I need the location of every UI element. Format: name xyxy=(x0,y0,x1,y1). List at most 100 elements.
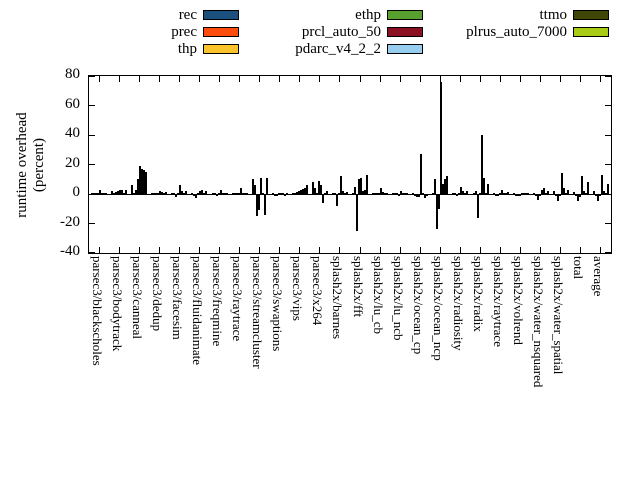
legend-swatch-ethp xyxy=(387,10,423,20)
bar-rec-parsec3/canneal xyxy=(131,185,134,194)
bar-rec-parsec3/fluidanimate xyxy=(191,192,194,195)
x-tick-bottom xyxy=(500,247,502,253)
bar-rec-splash2x/ocean_ncp xyxy=(432,192,435,195)
x-tick-bottom xyxy=(299,247,301,253)
x-tick-top xyxy=(459,76,461,82)
legend-label: prcl_auto_50 xyxy=(301,24,381,40)
bar-pdarc_v4_2_2-parsec3/bodytrack xyxy=(121,190,124,194)
bar-ethp-splash2x/radiosity xyxy=(458,192,461,195)
bar-ethp-splash2x/radix xyxy=(478,192,481,195)
x-category-label: parsec3/canneal xyxy=(129,256,145,340)
bar-thp-total xyxy=(576,194,579,202)
x-tick-bottom xyxy=(138,247,140,253)
bar-thp-parsec3/facesim xyxy=(175,194,178,197)
y-tick-right xyxy=(605,134,611,136)
x-category-label: splash2x/water_nsquared xyxy=(531,256,547,388)
bar-ethp-splash2x/ocean_cp xyxy=(418,194,421,197)
bar-pdarc_v4_2_2-splash2x/water_nsquared xyxy=(542,188,545,194)
y-tick-label: -20 xyxy=(60,213,80,230)
bar-plrus_auto_7000-parsec3/vips xyxy=(305,185,308,194)
y-tick-left xyxy=(89,223,95,224)
bar-pdarc_v4_2_2-parsec3/raytrace xyxy=(241,192,244,195)
y-tick-label: -40 xyxy=(60,243,80,259)
x-tick-bottom xyxy=(560,247,562,253)
bar-ethp-splash2x/raytrace xyxy=(498,192,501,195)
bar-rec-splash2x/fft xyxy=(352,192,355,195)
x-tick-top xyxy=(198,76,200,82)
bar-plrus_auto_7000-total xyxy=(586,182,589,194)
bar-thp-splash2x/volrend xyxy=(516,194,519,196)
bar-thp-parsec3/vips xyxy=(295,191,298,194)
legend-item-ttmo: ttmo xyxy=(373,8,609,23)
legend-item-prcl_auto_50: prcl_auto_50 xyxy=(187,24,423,40)
bar-prec-splash2x/barnes xyxy=(333,192,336,195)
bar-ttmo-splash2x/radix xyxy=(484,192,487,195)
bar-pdarc_v4_2_2-parsec3/streamcluster xyxy=(261,192,264,195)
bar-ttmo-parsec3/freqmine xyxy=(223,192,226,195)
legend-swatch-ttmo xyxy=(573,10,609,20)
x-category-label: splash2x/radiosity xyxy=(450,256,466,351)
bar-ttmo-splash2x/fft xyxy=(364,189,367,194)
bar-ethp-average xyxy=(598,194,601,196)
bar-prec-parsec3/freqmine xyxy=(213,192,216,195)
x-category-label: splash2x/barnes xyxy=(330,256,346,340)
y-tick-label: 40 xyxy=(65,125,80,141)
y-tick-left xyxy=(89,76,95,77)
bar-prec-splash2x/radiosity xyxy=(454,192,457,195)
bar-pdarc_v4_2_2-parsec3/swaptions xyxy=(281,192,284,195)
bar-pdarc_v4_2_2-splash2x/lu_ncb xyxy=(402,192,405,195)
bar-plrus_auto_7000-splash2x/radiosity xyxy=(466,191,469,194)
bar-pdarc_v4_2_2-parsec3/blackscholes xyxy=(101,192,104,195)
bar-pdarc_v4_2_2-splash2x/fft xyxy=(362,191,365,194)
legend-swatch-thp xyxy=(203,44,239,54)
bar-prec-splash2x/ocean_ncp xyxy=(434,179,437,194)
bar-rec-splash2x/water_spatial xyxy=(552,191,555,194)
x-tick-top xyxy=(178,76,180,82)
bar-ethp-splash2x/lu_ncb xyxy=(398,194,401,196)
bar-prcl_auto_50-splash2x/barnes xyxy=(339,176,342,194)
bar-thp-splash2x/barnes xyxy=(335,194,338,206)
bar-plrus_auto_7000-splash2x/water_nsquared xyxy=(546,191,549,194)
bar-prcl_auto_50-parsec3/bodytrack xyxy=(119,190,122,194)
bar-rec-splash2x/volrend xyxy=(512,192,515,195)
bar-plrus_auto_7000-parsec3/swaptions xyxy=(285,192,288,195)
bar-ttmo-splash2x/lu_ncb xyxy=(404,192,407,195)
bar-plrus_auto_7000-splash2x/ocean_ncp xyxy=(446,176,449,194)
bar-rec-average xyxy=(592,191,595,194)
bar-ethp-splash2x/ocean_ncp xyxy=(438,194,441,209)
bar-ttmo-parsec3/x264 xyxy=(323,192,326,195)
x-category-label: splash2x/volrend xyxy=(511,256,527,345)
x-tick-bottom xyxy=(339,247,341,253)
bar-pdarc_v4_2_2-splash2x/radix xyxy=(482,177,485,194)
y-tick-right xyxy=(605,252,611,253)
bar-thp-splash2x/water_nsquared xyxy=(536,194,539,200)
legend-item-prec: prec xyxy=(3,25,239,40)
bar-prec-parsec3/raytrace xyxy=(233,192,236,195)
legend-item-plrus_auto_7000: plrus_auto_7000 xyxy=(373,25,609,40)
bar-pdarc_v4_2_2-splash2x/radiosity xyxy=(462,191,465,194)
x-tick-top xyxy=(339,76,341,82)
bar-prcl_auto_50-splash2x/radiosity xyxy=(460,186,463,194)
zero-axis-line xyxy=(89,193,611,195)
bar-pdarc_v4_2_2-total xyxy=(582,191,585,194)
bar-prcl_auto_50-splash2x/fft xyxy=(360,177,363,194)
bar-rec-splash2x/water_nsquared xyxy=(532,192,535,195)
bar-prcl_auto_50-splash2x/volrend xyxy=(520,192,523,195)
bar-prcl_auto_50-parsec3/x264 xyxy=(319,185,322,194)
x-tick-bottom xyxy=(279,247,281,253)
bar-plrus_auto_7000-parsec3/x264 xyxy=(325,191,328,194)
bar-ttmo-parsec3/streamcluster xyxy=(263,194,266,215)
legend-item-thp: thp xyxy=(3,42,239,57)
bar-prcl_auto_50-parsec3/blackscholes xyxy=(99,190,102,194)
y-tick-left xyxy=(89,164,95,165)
bar-prcl_auto_50-parsec3/vips xyxy=(299,189,302,194)
bar-plrus_auto_7000-splash2x/radix xyxy=(486,183,489,194)
bar-plrus_auto_7000-parsec3/blackscholes xyxy=(105,192,108,195)
bar-prcl_auto_50-splash2x/lu_cb xyxy=(380,188,383,194)
bar-prcl_auto_50-parsec3/streamcluster xyxy=(259,177,262,194)
x-tick-bottom xyxy=(118,247,120,253)
bar-thp-splash2x/raytrace xyxy=(496,194,499,196)
bar-ethp-parsec3/raytrace xyxy=(237,192,240,195)
bar-prec-parsec3/dedup xyxy=(153,192,156,195)
bar-rec-splash2x/lu_ncb xyxy=(392,192,395,195)
